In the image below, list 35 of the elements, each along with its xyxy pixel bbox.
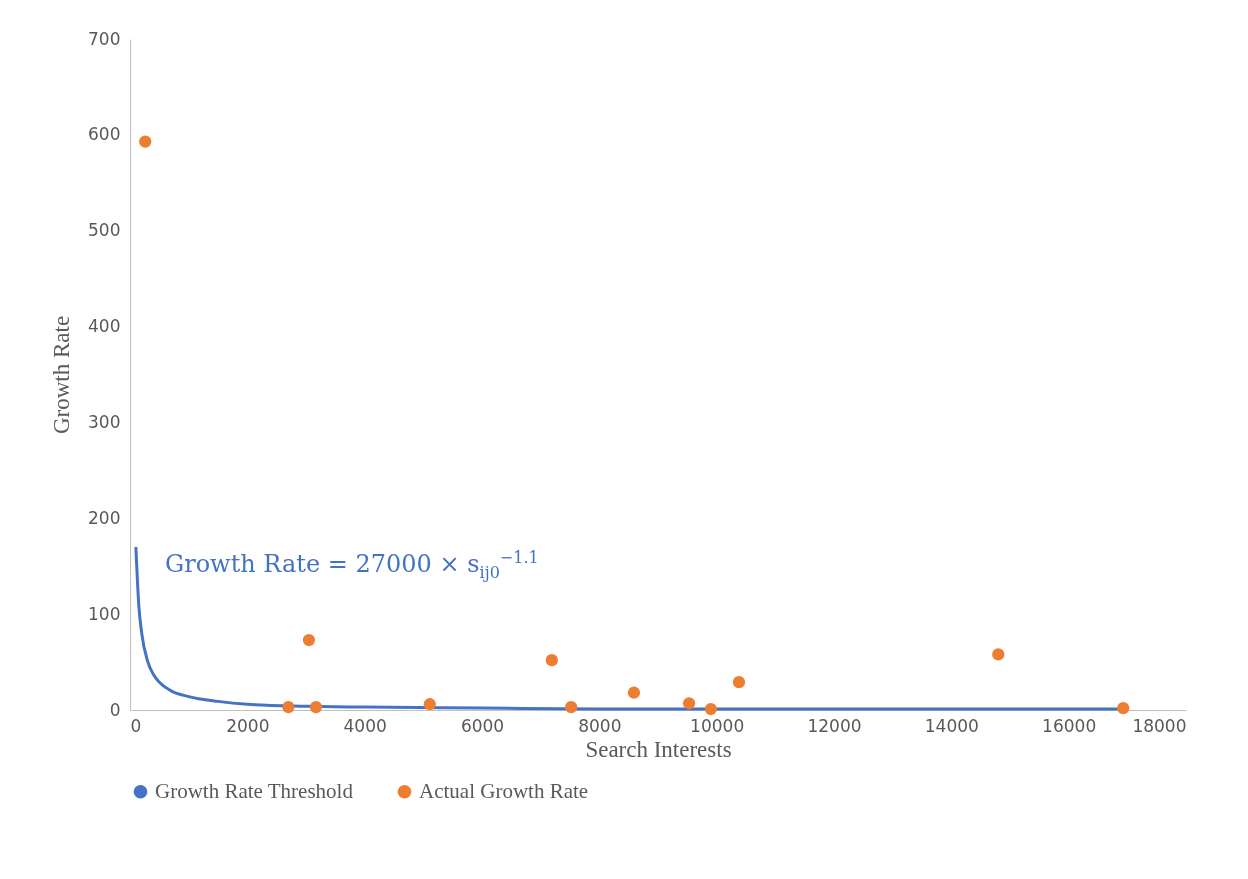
x-tick-label: 4000 — [343, 715, 387, 736]
y-tick-label: 100 — [88, 603, 121, 624]
legend-label: Actual Growth Rate — [419, 778, 589, 803]
point — [682, 697, 696, 710]
x-tick-label: 10000 — [690, 715, 745, 736]
y-tick-label: 0 — [109, 699, 121, 720]
point — [992, 648, 1005, 661]
point — [627, 686, 641, 699]
x-axis-title: Search Interests — [585, 736, 732, 762]
y-tick-label: 700 — [88, 28, 121, 49]
point — [732, 676, 746, 689]
x-tick-label: 6000 — [460, 715, 505, 736]
y-tick-label: 300 — [88, 411, 121, 432]
y-tick-label: 500 — [88, 220, 121, 241]
point — [565, 701, 578, 714]
x-tick-label: 14000 — [924, 715, 979, 736]
y-axis-title: Growth Rate — [49, 315, 75, 435]
x-tick-label: 18000 — [1132, 715, 1187, 736]
x-tick-label: 2000 — [226, 715, 270, 736]
y-tick-label: 600 — [88, 124, 121, 145]
x-tick-label: 8000 — [578, 715, 622, 736]
point — [309, 701, 323, 714]
x-tick-label: 12000 — [807, 715, 862, 736]
point — [282, 701, 295, 714]
point — [1117, 701, 1130, 715]
x-tick-label: 16000 — [1042, 715, 1097, 736]
point — [139, 135, 152, 148]
point — [423, 698, 436, 711]
y-tick-label: 200 — [88, 507, 121, 528]
point — [302, 633, 316, 647]
y-tick-label: 400 — [88, 316, 121, 337]
point — [545, 654, 558, 667]
point — [704, 702, 717, 716]
legend-label: Growth Rate Threshold — [155, 778, 354, 803]
x-tick-label: 0 — [130, 715, 142, 736]
